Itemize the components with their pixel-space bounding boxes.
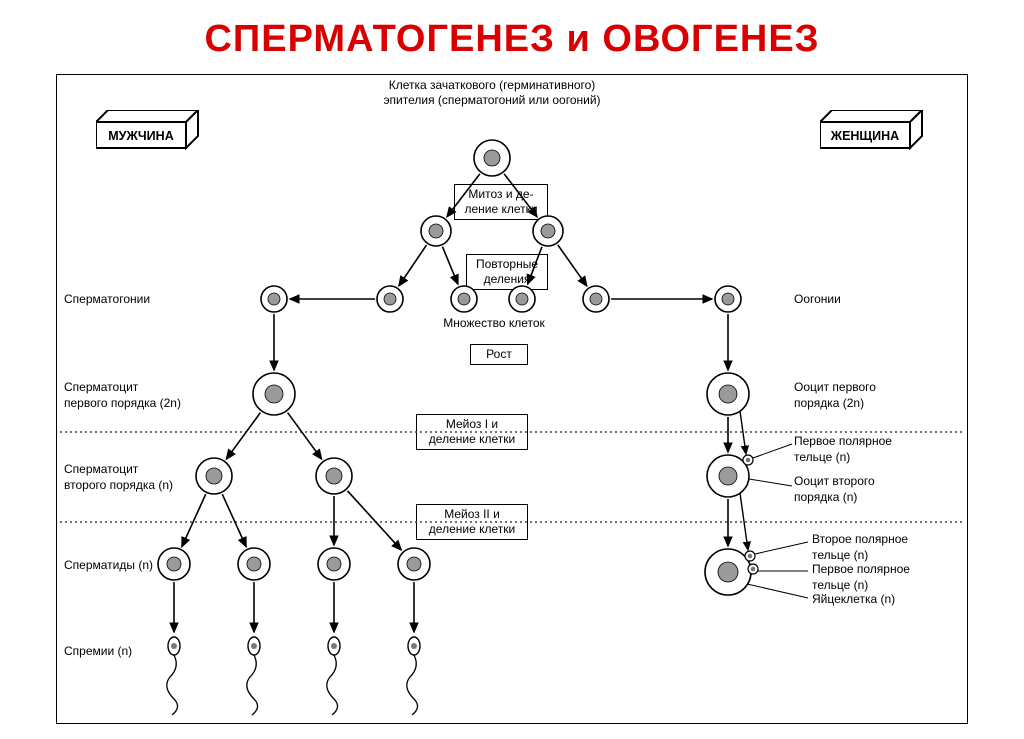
label-egg: Яйцеклетка (n): [812, 592, 895, 608]
box-growth: Рост: [470, 344, 528, 365]
label-spermatocyte-II: Сперматоцитвторого порядка (n): [64, 462, 173, 493]
label-polar-body-2: Второе полярноетельце (n): [812, 532, 908, 563]
label-sperm: Спремии (n): [64, 644, 132, 660]
label-spermatids: Сперматиды (n): [64, 558, 153, 574]
svg-text:МУЖЧИНА: МУЖЧИНА: [108, 129, 173, 143]
label-spermatogonia: Сперматогонии: [64, 292, 150, 308]
label-oocyte-II: Ооцит второгопорядка (n): [794, 474, 875, 505]
brick-female-3d: ЖЕНЩИНА: [820, 110, 930, 150]
label-spermatocyte-I: Сперматоцитпервого порядка (2n): [64, 380, 181, 411]
diagram-stage: Клетка зачаткового (герминативного)эпите…: [56, 74, 968, 724]
box-meiosis1: Мейоз I иделение клетки: [416, 414, 528, 450]
label-many-cells: Множество клеток: [434, 316, 554, 332]
box-repeat: Повторныеделения: [466, 254, 548, 290]
label-oocyte-I: Ооцит первогопорядка (2n): [794, 380, 876, 411]
box-meiosis2: Мейоз II иделение клетки: [416, 504, 528, 540]
germ-cell-label: Клетка зачаткового (герминативного)эпите…: [376, 78, 608, 108]
label-oogonia: Оогонии: [794, 292, 841, 308]
label-polar-body-1: Первое полярноетельце (n): [794, 434, 892, 465]
box-mitosis: Митоз и де-ление клетки: [454, 184, 548, 220]
label-polar-body-1b: Первое полярноетельце (n): [812, 562, 910, 593]
svg-text:ЖЕНЩИНА: ЖЕНЩИНА: [830, 129, 899, 143]
brick-male-3d: МУЖЧИНА: [96, 110, 206, 150]
page-title: СПЕРМАТОГЕНЕЗ и ОВОГЕНЕЗ: [0, 0, 1024, 69]
